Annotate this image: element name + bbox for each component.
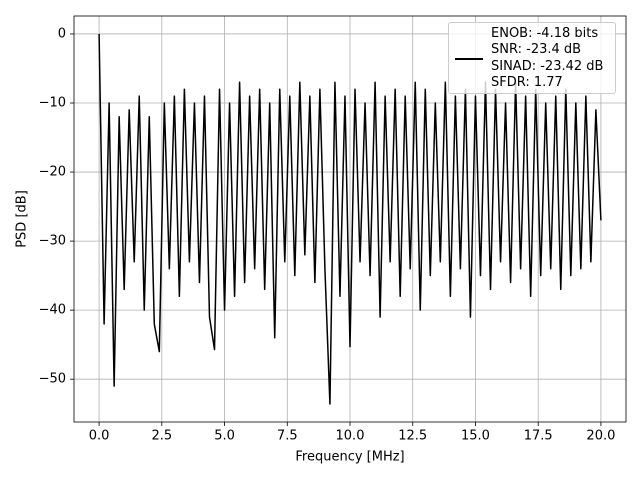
psd-line — [98, 33, 602, 405]
plot-frame — [73, 15, 627, 423]
y-tick-label: −10 — [39, 96, 66, 111]
x-tick-label: 15.0 — [461, 429, 490, 444]
x-tick-label: 0.0 — [89, 429, 110, 444]
y-tick-label: 0 — [58, 26, 66, 41]
y-tick-label: −50 — [39, 372, 66, 387]
x-axis-label: Frequency [MHz] — [295, 450, 404, 465]
x-tick-label: 5.0 — [214, 429, 235, 444]
x-tick-label: 7.5 — [277, 429, 298, 444]
y-tick-label: −30 — [39, 234, 66, 249]
y-axis-label: PSD [dB] — [15, 190, 30, 248]
legend-swatch — [455, 58, 483, 60]
legend-label: ENOB: -4.18 bits SNR: -23.4 dB SINAD: -2… — [491, 26, 604, 90]
x-tick-label: 12.5 — [398, 429, 427, 444]
x-tick-label: 2.5 — [151, 429, 172, 444]
x-tick-label: 17.5 — [524, 429, 553, 444]
y-tick-label: −20 — [39, 165, 66, 180]
x-tick-label: 20.0 — [586, 429, 615, 444]
x-tick-label: 10.0 — [336, 429, 365, 444]
y-tick-label: −40 — [39, 303, 66, 318]
legend: ENOB: -4.18 bits SNR: -23.4 dB SINAD: -2… — [448, 22, 616, 94]
